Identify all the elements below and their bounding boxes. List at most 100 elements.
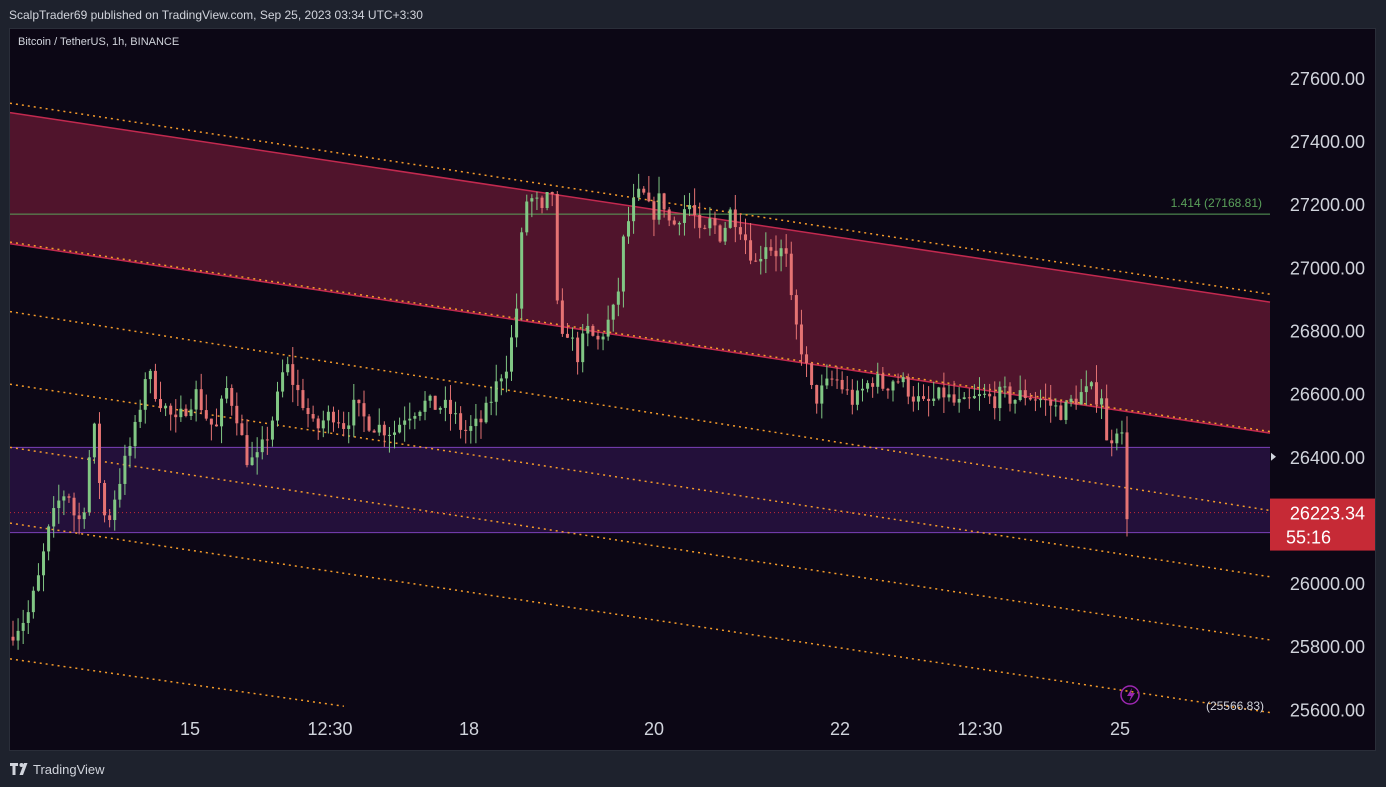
candle-body <box>540 197 544 208</box>
candle-body <box>1069 398 1073 402</box>
candle-body <box>626 221 630 237</box>
candle-body <box>774 250 778 257</box>
candle-body <box>545 192 549 208</box>
last-price-badge <box>1270 498 1375 551</box>
candle-body <box>1039 399 1043 401</box>
candle-body <box>596 335 600 340</box>
candle-body <box>927 398 931 401</box>
candle-body <box>993 396 997 409</box>
candle-body <box>357 399 361 404</box>
candle-body <box>36 575 40 591</box>
candle-body <box>688 205 692 210</box>
y-tick-label: 26000.00 <box>1290 574 1365 594</box>
candle-body <box>789 253 793 296</box>
candle-body <box>922 396 926 399</box>
candle-body <box>214 424 218 427</box>
candle-body <box>820 385 824 404</box>
tradingview-logo-icon[interactable] <box>10 763 32 775</box>
candle-body <box>418 411 422 417</box>
candle-body <box>947 394 951 398</box>
price-chart[interactable]: 1.414 (27168.81) 27600.00 27400.00 27200.00… <box>10 29 1375 750</box>
candle-body <box>301 390 305 409</box>
support-zone <box>10 447 1270 533</box>
x-tick-label: 12:30 <box>307 719 352 739</box>
candle-body <box>352 399 356 426</box>
candle-body <box>698 214 702 228</box>
y-tick-label: 26800.00 <box>1290 322 1365 342</box>
candle-body <box>291 364 295 385</box>
candle-body <box>21 622 25 631</box>
candle-body <box>250 457 254 466</box>
candle-body <box>479 418 483 423</box>
candle-body <box>62 496 66 501</box>
symbol-title: Bitcoin / TetherUS, 1h, BINANCE <box>18 36 180 48</box>
candle-body <box>932 398 936 401</box>
fib-level-label: 1.414 (27168.81) <box>1171 196 1262 210</box>
candle-body <box>1064 401 1068 420</box>
candle-body <box>815 385 819 404</box>
candle-body <box>1100 398 1104 405</box>
candle-body <box>184 408 188 416</box>
candle-body <box>52 508 56 527</box>
candle-body <box>916 396 920 402</box>
candle-body <box>164 405 168 409</box>
lightning-icon <box>1120 685 1140 705</box>
x-tick-label: 20 <box>644 719 664 739</box>
candle-body <box>611 304 615 320</box>
candle-body <box>850 389 854 405</box>
candle-body <box>316 418 320 429</box>
candle-body <box>31 590 35 613</box>
y-tick-label: 25600.00 <box>1290 700 1365 720</box>
candle-body <box>260 439 264 453</box>
candle-body <box>937 387 941 399</box>
candle-body <box>398 424 402 433</box>
chart-frame[interactable]: 1.414 (27168.81) 27600.00 27400.00 27200.00… <box>9 28 1376 751</box>
x-tick-label: 12:30 <box>957 719 1002 739</box>
candle-body <box>860 388 864 391</box>
candle-body <box>759 258 763 262</box>
candle-body <box>311 414 315 419</box>
candle-body <box>1008 386 1012 404</box>
candle-body <box>286 364 290 373</box>
candle-body <box>738 227 742 235</box>
candle-body <box>270 420 274 440</box>
candle-body <box>657 193 661 220</box>
candle-body <box>672 220 676 225</box>
candle-body <box>1028 398 1032 400</box>
candle-body <box>148 370 152 380</box>
y-tick-label: 27200.00 <box>1290 195 1365 215</box>
candle-body <box>942 387 946 398</box>
candle-body <box>881 373 885 389</box>
candle-body <box>408 418 412 421</box>
candle-body <box>723 227 727 242</box>
candle-body <box>1013 399 1017 404</box>
candle-body <box>454 413 458 415</box>
dotted-trendline-2 <box>10 310 1270 512</box>
candle-body <box>794 295 798 325</box>
candle-body <box>886 388 890 391</box>
y-tick-label: 27400.00 <box>1290 132 1365 152</box>
candle-body <box>1110 440 1114 444</box>
candle-body <box>337 422 341 424</box>
candle-body <box>1033 399 1037 401</box>
candle-body <box>586 325 590 334</box>
candle-body <box>230 388 234 406</box>
candle-body <box>413 416 417 419</box>
publisher-bar: ScalpTrader69 published on TradingView.c… <box>0 0 1386 28</box>
candle-body <box>779 248 783 257</box>
channel-upper-line <box>10 111 1271 303</box>
bar-countdown: 55:16 <box>1286 528 1331 548</box>
candle-body <box>393 432 397 435</box>
candle-body <box>667 209 671 221</box>
candle-body <box>474 418 478 427</box>
candle-body <box>1018 390 1022 400</box>
candle-body <box>209 418 213 425</box>
candle-body <box>906 377 910 397</box>
candle-body <box>957 398 961 403</box>
candle-body <box>1115 433 1119 444</box>
candle-body <box>805 354 809 364</box>
candle-body <box>784 248 788 254</box>
tradingview-brand[interactable]: TradingView <box>33 762 105 777</box>
candle-body <box>962 397 966 399</box>
candle-body <box>896 381 900 383</box>
